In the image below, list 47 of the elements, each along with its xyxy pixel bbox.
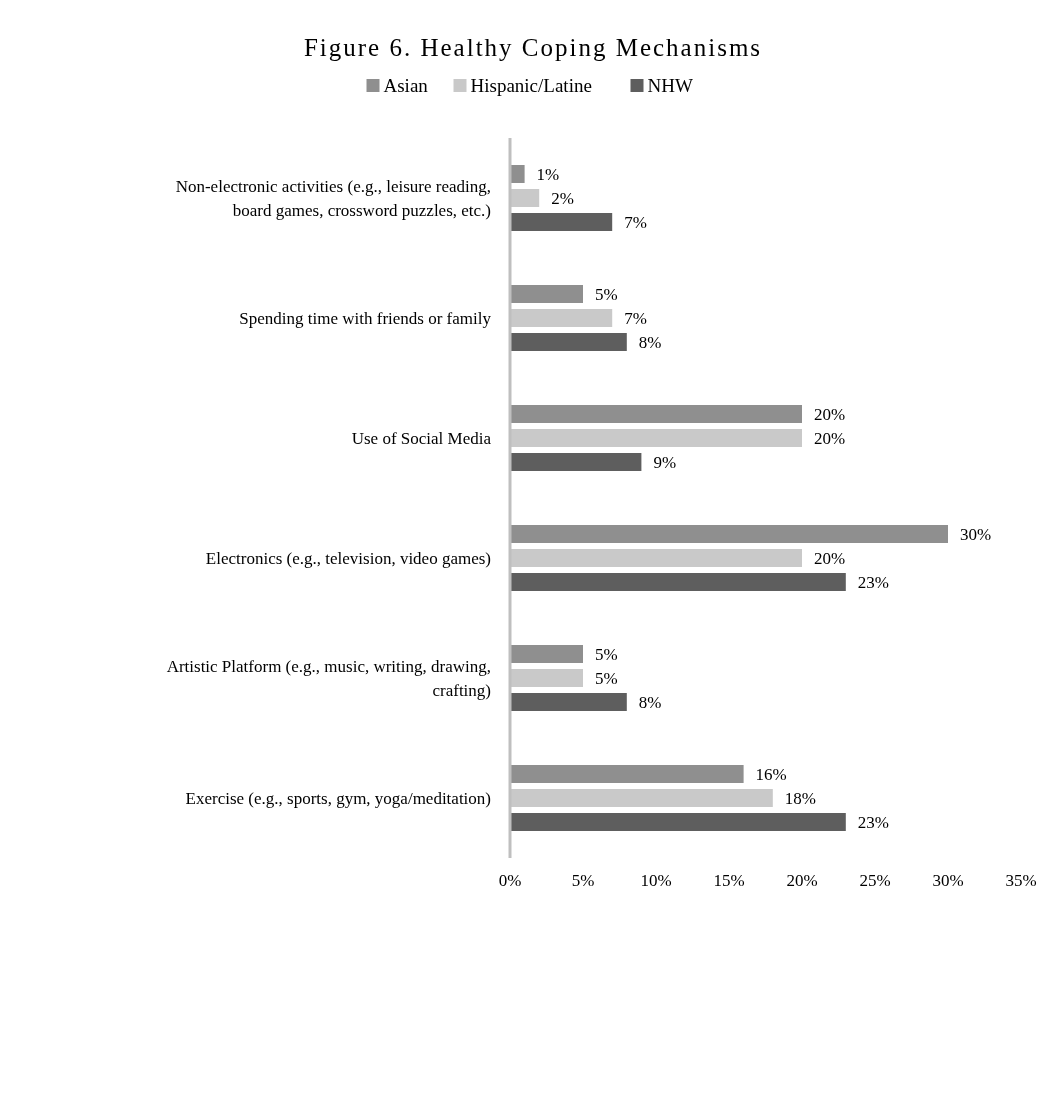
text: 5%: [595, 285, 618, 304]
x-tick-label: 10%: [640, 871, 672, 890]
text: 16%: [755, 765, 787, 784]
text: 2%: [551, 189, 574, 208]
bar: [510, 213, 613, 231]
y-tick-label: Exercise (e.g., sports, gym, yoga/meditation): [185, 789, 491, 808]
bar: [510, 573, 846, 591]
text: 5%: [595, 669, 618, 688]
legend-label: Hispanic/Latine: [470, 75, 592, 96]
x-tick-label: 15%: [713, 871, 745, 890]
bar: [510, 813, 846, 831]
bar: [510, 525, 948, 543]
y-tick-label: Artistic Platform (e.g., music, writing, drawing, crafting): [166, 657, 491, 700]
bar: [510, 693, 627, 711]
bar: [510, 405, 802, 423]
y-tick-label: Use of Social Media: [351, 429, 492, 448]
text: 20%: [814, 405, 846, 424]
text: 18%: [784, 789, 816, 808]
text: 8%: [638, 333, 662, 352]
text: 7%: [624, 213, 647, 232]
text: 30%: [960, 525, 992, 544]
x-tick-label: 35%: [1005, 871, 1037, 890]
text: 23%: [857, 573, 889, 592]
text: 8%: [638, 693, 662, 712]
text: 7%: [624, 309, 647, 328]
x-tick-label: 0%: [498, 871, 522, 890]
bar: [510, 765, 744, 783]
text: 1%: [536, 165, 560, 184]
text: 20%: [814, 549, 846, 568]
chart-title: Figure 6. Healthy Coping Mechanisms: [303, 34, 763, 61]
y-tick-label: Non-electronic activities (e.g., leisure reading, board games, crossword puzzles, etc.): [175, 177, 491, 220]
text: 5%: [595, 645, 618, 664]
legend-label: NHW: [647, 75, 693, 96]
y-tick-label: Spending time with friends or family: [239, 309, 492, 328]
bar: [510, 453, 642, 471]
text: 20%: [814, 429, 846, 448]
bar: [510, 285, 583, 303]
x-tick-label: 20%: [786, 871, 818, 890]
x-tick-label: 30%: [932, 871, 964, 890]
legend-label: Asian: [383, 75, 429, 96]
x-tick-label: 5%: [571, 871, 595, 890]
x-tick-label: 25%: [859, 871, 891, 890]
bar: [510, 645, 583, 663]
y-tick-label: Electronics (e.g., television, video games): [205, 549, 491, 568]
bar: [510, 333, 627, 351]
text: 23%: [857, 813, 889, 832]
text: 9%: [653, 453, 677, 472]
